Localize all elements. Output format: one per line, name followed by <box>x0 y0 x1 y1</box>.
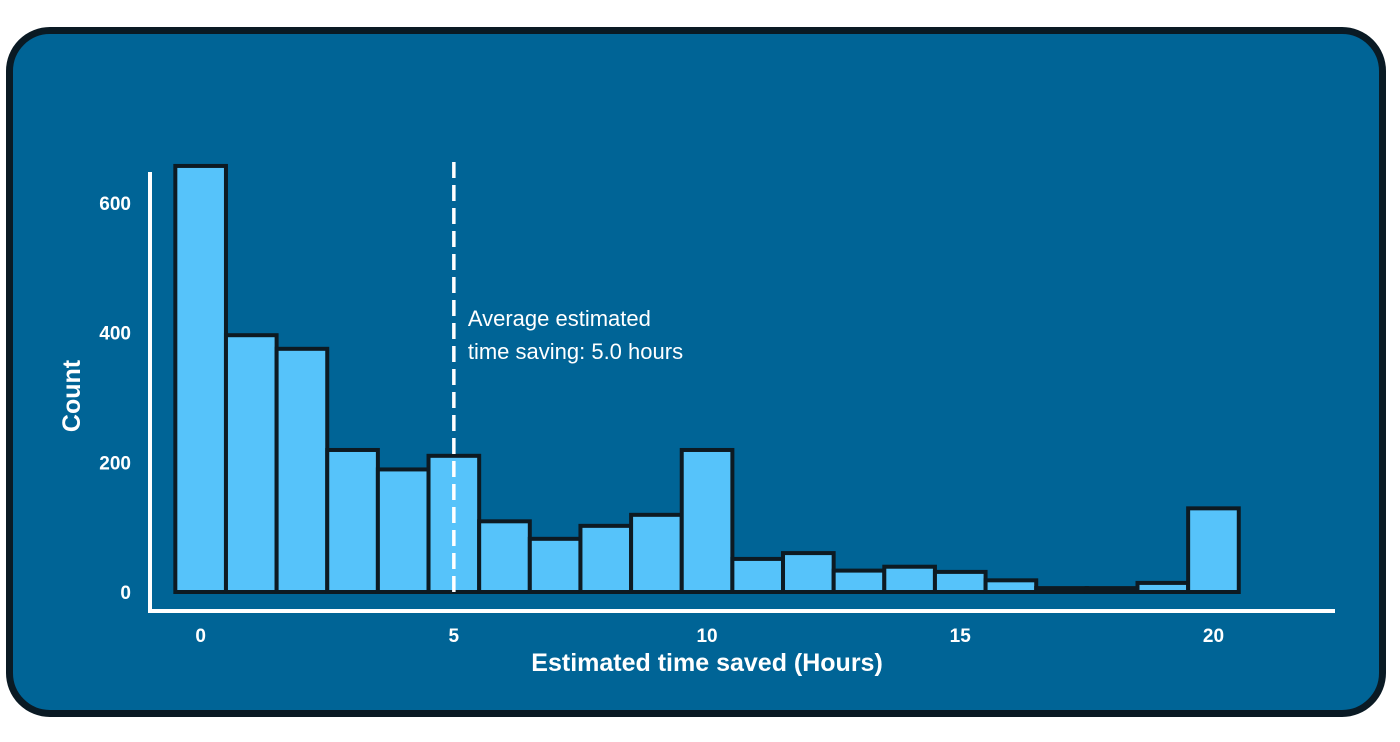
histogram-chart: 0 5 10 15 20 0 200 400 600 Average estimated ti… <box>58 162 1335 677</box>
y-axis-title: Count <box>58 359 86 432</box>
y-tick-label-0: 0 <box>120 583 131 604</box>
histogram-bar-8 <box>578 523 634 595</box>
histogram-bar-13 <box>831 568 887 594</box>
chart-card: 0 5 10 15 20 0 200 400 600 Average estimated ti… <box>6 27 1386 717</box>
histogram-bar-16 <box>983 578 1039 594</box>
histogram-bar-3 <box>325 447 380 594</box>
y-tick-label-600: 600 <box>99 194 131 215</box>
histogram-bar-7 <box>527 536 583 595</box>
y-tick-labels: 0 200 400 600 <box>99 194 131 604</box>
histogram-bar-11 <box>730 556 786 594</box>
histogram-bar-18 <box>1084 586 1140 594</box>
histogram-bar-9 <box>629 512 684 594</box>
histogram-bar-14 <box>882 564 937 595</box>
histogram-bar-20 <box>1186 506 1241 595</box>
x-tick-label-5: 5 <box>449 626 460 647</box>
bars-group <box>173 163 1241 595</box>
histogram-bar-6 <box>477 519 532 594</box>
x-tick-label-15: 15 <box>950 626 972 647</box>
x-axis-title: Estimated time saved (Hours) <box>531 649 883 677</box>
histogram-bar-17 <box>1034 586 1089 594</box>
y-tick-label-400: 400 <box>99 324 131 345</box>
x-tick-label-20: 20 <box>1203 626 1224 647</box>
average-annotation-line-2: time saving: 5.0 hours <box>468 339 683 364</box>
histogram-bar-4 <box>375 467 431 595</box>
histogram-bar-2 <box>274 346 330 594</box>
histogram-bar-10 <box>679 447 735 594</box>
histogram-bar-1 <box>223 333 279 594</box>
y-tick-label-200: 200 <box>99 453 131 474</box>
x-tick-label-0: 0 <box>195 626 206 647</box>
x-tick-label-10: 10 <box>696 626 717 647</box>
histogram-bar-15 <box>932 569 988 595</box>
average-annotation-line-1: Average estimated <box>468 306 651 331</box>
histogram-bar-19 <box>1135 580 1191 594</box>
histogram-bar-0 <box>173 163 228 594</box>
histogram-bar-12 <box>781 551 836 594</box>
x-tick-labels: 0 5 10 15 20 <box>195 626 1224 647</box>
